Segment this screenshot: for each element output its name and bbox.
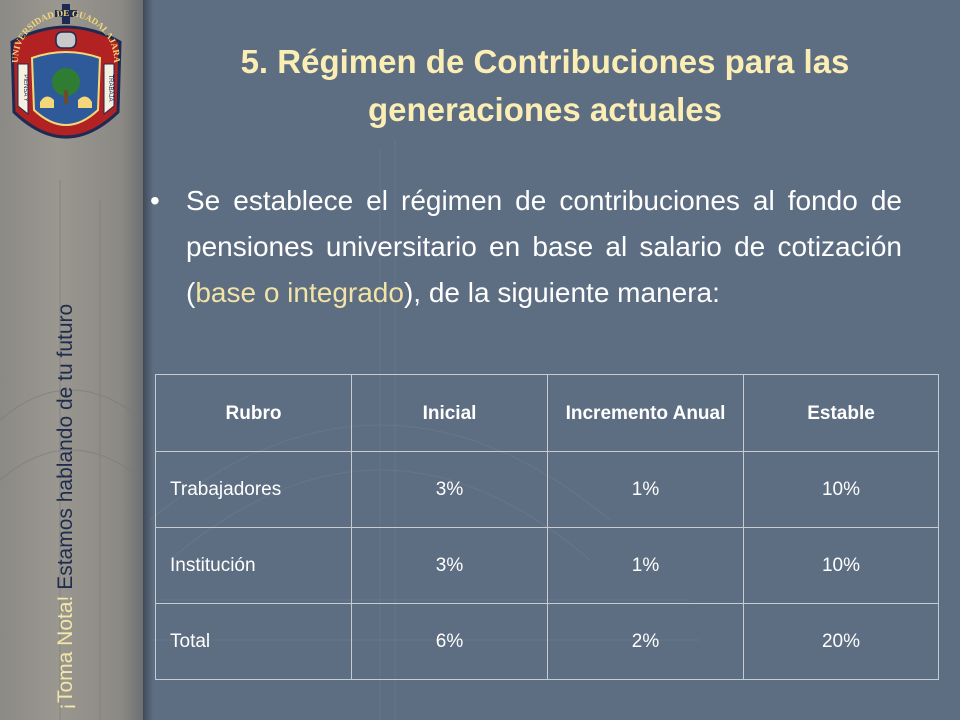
- header-incremento-anual: Incremento Anual: [547, 374, 744, 452]
- cell-incremento: 1%: [547, 527, 744, 604]
- cell-estable: 20%: [743, 603, 939, 680]
- table-header-row: Rubro Inicial Incremento Anual Estable: [155, 374, 939, 452]
- bullet-text: Se establece el régimen de contribucione…: [186, 178, 902, 316]
- tagline-rest: Estamos hablando de tu futuro: [54, 303, 77, 596]
- cell-inicial: 3%: [351, 527, 548, 604]
- crest-left-ribbon-text: PIENSA Y: [22, 74, 28, 101]
- cell-incremento: 2%: [547, 603, 744, 680]
- header-estable: Estable: [743, 374, 939, 452]
- cell-rubro: Trabajadores: [155, 451, 352, 528]
- header-inicial: Inicial: [351, 374, 548, 452]
- sidebar-shadow: [143, 0, 153, 720]
- cell-incremento: 1%: [547, 451, 744, 528]
- cell-estable: 10%: [743, 451, 939, 528]
- cell-rubro: Total: [155, 603, 352, 680]
- university-crest-logo: UNIVERSIDAD DE GUADALAJARA PIENSA Y TRAB…: [10, 4, 122, 139]
- cell-inicial: 6%: [351, 603, 548, 680]
- contributions-table: Rubro Inicial Incremento Anual Estable T…: [155, 374, 939, 680]
- bullet-text-part2: ), de la siguiente manera:: [403, 277, 720, 308]
- header-rubro: Rubro: [155, 374, 352, 452]
- table-row: Total 6% 2% 20%: [155, 603, 939, 680]
- bullet-text-part1: Se establece el régimen de contribucione…: [186, 185, 902, 308]
- cell-inicial: 3%: [351, 451, 548, 528]
- crest-right-ribbon-text: TRABAJA: [107, 74, 113, 101]
- table-row: Institución 3% 1% 10%: [155, 527, 939, 604]
- sidebar-tagline: ¡Toma Nota! Estamos hablando de tu futur…: [54, 304, 78, 710]
- sidebar-sketch: [0, 180, 143, 720]
- table-row: Trabajadores 3% 1% 10%: [155, 451, 939, 528]
- cell-rubro: Institución: [155, 527, 352, 604]
- bullet-icon: •: [150, 185, 160, 216]
- tagline-accent: ¡Toma Nota!: [54, 595, 77, 710]
- slide-title: 5. Régimen de Contribuciones para las ge…: [240, 43, 850, 128]
- bullet-text-highlight: base o integrado: [195, 277, 404, 308]
- cell-estable: 10%: [743, 527, 939, 604]
- bullet-point: • Se establece el régimen de contribucio…: [150, 178, 902, 316]
